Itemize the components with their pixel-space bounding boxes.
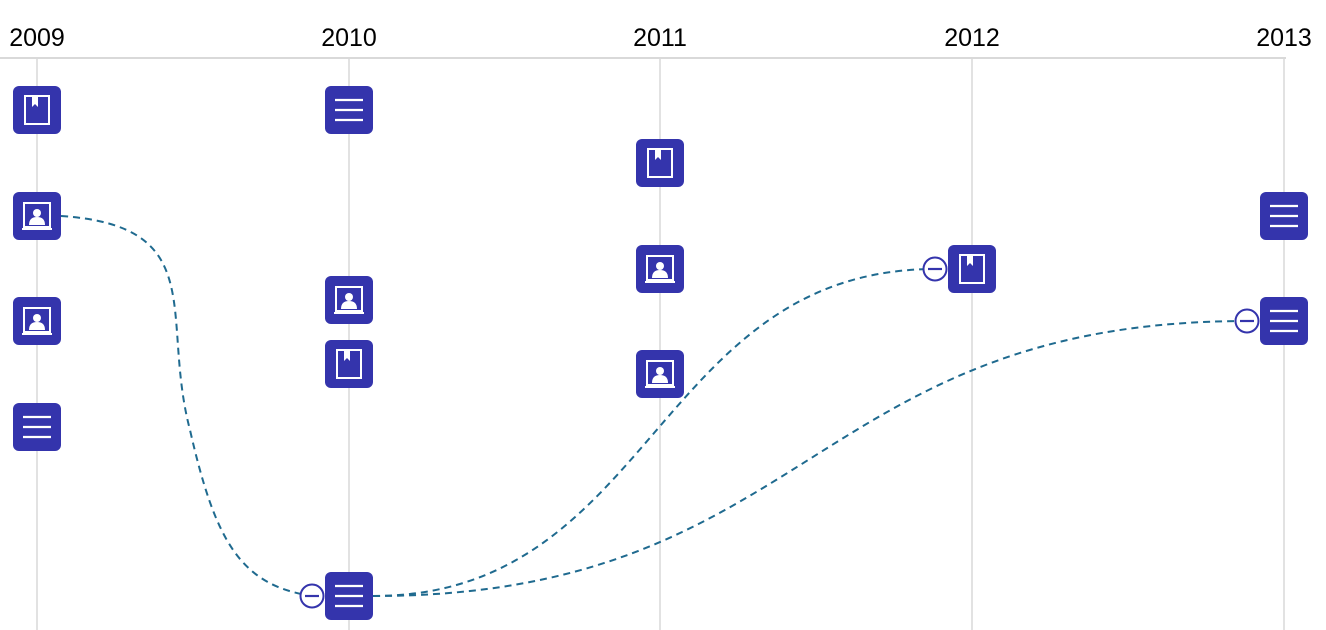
node-box: [636, 139, 684, 187]
node-n2011-2[interactable]: [636, 245, 684, 293]
node-n2012-1[interactable]: [948, 245, 996, 293]
node-n2010-1[interactable]: [325, 86, 373, 134]
year-label-2009: 2009: [9, 24, 65, 52]
node-n2009-1[interactable]: [13, 86, 61, 134]
collapse-toggle-icon[interactable]: [299, 583, 325, 609]
year-label-2012: 2012: [944, 24, 1000, 52]
person-card-icon: [334, 286, 364, 314]
list-icon: [23, 415, 51, 439]
collapse-toggle-icon[interactable]: [922, 256, 948, 282]
node-n2009-4[interactable]: [13, 403, 61, 451]
links: [60, 215, 1249, 597]
list-icon: [1270, 309, 1298, 333]
nodes: [13, 86, 1308, 620]
collapse-toggle-icon[interactable]: [1234, 308, 1260, 334]
node-box: [13, 86, 61, 134]
node-n2011-3[interactable]: [636, 350, 684, 398]
book-icon: [959, 254, 985, 284]
node-box: [948, 245, 996, 293]
book-icon: [336, 349, 362, 379]
link-n2010-4-to-n2013-2: [372, 320, 1249, 597]
book-icon: [24, 95, 50, 125]
list-icon: [335, 584, 363, 608]
list-icon: [1270, 204, 1298, 228]
book-icon: [647, 148, 673, 178]
list-icon: [335, 98, 363, 122]
year-label-2010: 2010: [321, 24, 377, 52]
node-n2009-2[interactable]: [13, 192, 61, 240]
node-n2011-1[interactable]: [636, 139, 684, 187]
node-box: [325, 340, 373, 388]
node-n2013-2[interactable]: [1260, 297, 1308, 345]
link-n2010-4-to-n2012-1: [372, 268, 937, 597]
node-n2010-2[interactable]: [325, 276, 373, 324]
link-n2009-2-to-n2010-4: [60, 215, 314, 597]
node-n2009-3[interactable]: [13, 297, 61, 345]
person-card-icon: [22, 202, 52, 230]
node-n2013-1[interactable]: [1260, 192, 1308, 240]
person-card-icon: [645, 255, 675, 283]
node-n2010-4[interactable]: [325, 572, 373, 620]
year-label-2011: 2011: [633, 24, 687, 52]
person-card-icon: [645, 360, 675, 388]
person-card-icon: [22, 307, 52, 335]
node-n2010-3[interactable]: [325, 340, 373, 388]
year-label-2013: 2013: [1256, 24, 1312, 52]
